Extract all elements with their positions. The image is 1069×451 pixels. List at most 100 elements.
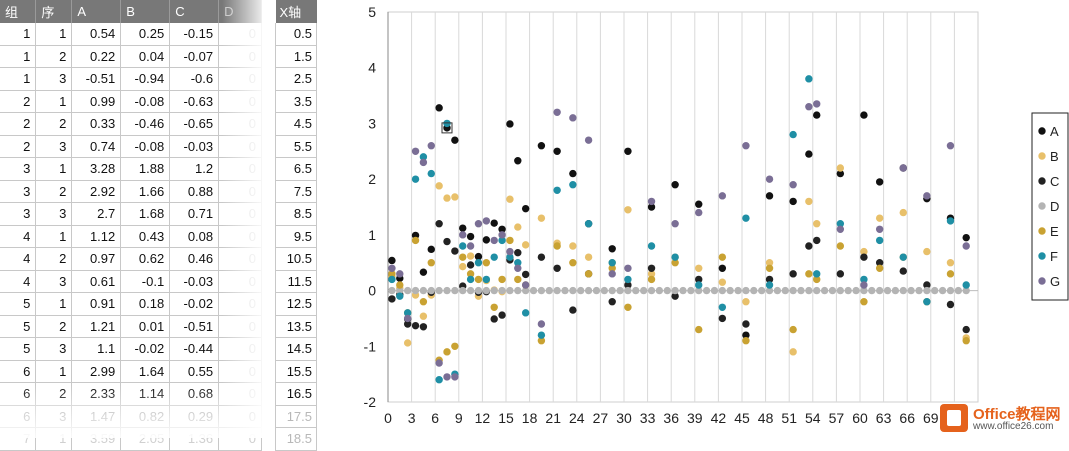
table-cell[interactable]: 2.92: [71, 180, 122, 203]
x-axis-cell[interactable]: 3.5: [275, 90, 317, 113]
table-cell[interactable]: 0.08: [169, 225, 220, 248]
table-cell[interactable]: -0.65: [169, 112, 220, 136]
column-header[interactable]: 序: [35, 0, 73, 23]
x-axis-header[interactable]: X轴: [275, 0, 317, 23]
table-cell[interactable]: 2.99: [71, 360, 122, 383]
x-axis-cell[interactable]: 2.5: [275, 67, 317, 91]
table-cell[interactable]: 0.22: [71, 45, 122, 68]
table-cell[interactable]: 2: [35, 45, 73, 68]
table-cell[interactable]: 1.12: [71, 225, 122, 248]
x-axis-cell[interactable]: 10.5: [275, 247, 317, 271]
table-cell[interactable]: -0.03: [169, 135, 220, 158]
table-cell[interactable]: 0.54: [71, 22, 122, 46]
table-cell[interactable]: 1: [0, 67, 37, 91]
table-cell[interactable]: 3: [35, 67, 73, 91]
table-cell[interactable]: -0.02: [120, 337, 171, 361]
table-cell[interactable]: 0.99: [71, 90, 122, 113]
table-cell[interactable]: 2: [0, 112, 37, 136]
x-axis-cell[interactable]: 4.5: [275, 112, 317, 136]
table-cell[interactable]: 2: [35, 112, 73, 136]
x-axis-cell[interactable]: 17.5: [275, 405, 317, 428]
table-cell[interactable]: 2.7: [71, 202, 122, 226]
table-cell[interactable]: 0.46: [169, 247, 220, 271]
table-cell[interactable]: 3: [0, 202, 37, 226]
table-cell[interactable]: 3: [35, 202, 73, 226]
x-axis-cell[interactable]: 1.5: [275, 45, 317, 68]
table-cell[interactable]: 0.88: [169, 180, 220, 203]
table-cell[interactable]: 3: [35, 270, 73, 293]
x-axis-cell[interactable]: 8.5: [275, 202, 317, 226]
table-cell[interactable]: 0.62: [120, 247, 171, 271]
table-cell[interactable]: -0.08: [120, 90, 171, 113]
table-cell[interactable]: 1.68: [120, 202, 171, 226]
table-cell[interactable]: -0.51: [71, 67, 122, 91]
table-cell[interactable]: 1: [0, 22, 37, 46]
column-header[interactable]: B: [120, 0, 171, 23]
table-cell[interactable]: 0.18: [120, 292, 171, 316]
x-axis-cell[interactable]: 14.5: [275, 337, 317, 361]
table-cell[interactable]: -0.63: [169, 90, 220, 113]
x-axis-cell[interactable]: 0.5: [275, 22, 317, 46]
table-cell[interactable]: 0.25: [120, 22, 171, 46]
table-cell[interactable]: 1: [35, 22, 73, 46]
table-cell[interactable]: 1.2: [169, 157, 220, 181]
table-cell[interactable]: 1.1: [71, 337, 122, 361]
table-cell[interactable]: 0.55: [169, 360, 220, 383]
table-cell[interactable]: 1: [35, 90, 73, 113]
table-cell[interactable]: 2: [35, 180, 73, 203]
table-cell[interactable]: 1: [35, 292, 73, 316]
table-cell[interactable]: 1: [35, 225, 73, 248]
table-cell[interactable]: 1.66: [120, 180, 171, 203]
x-axis-cell[interactable]: 6.5: [275, 157, 317, 181]
table-cell[interactable]: 6: [0, 360, 37, 383]
table-cell[interactable]: -0.51: [169, 315, 220, 338]
x-axis-cell[interactable]: 7.5: [275, 180, 317, 203]
table-cell[interactable]: 0.61: [71, 270, 122, 293]
table-cell[interactable]: 1.21: [71, 315, 122, 338]
column-header[interactable]: A: [71, 0, 122, 23]
table-cell[interactable]: 5: [0, 337, 37, 361]
table-cell[interactable]: -0.15: [169, 22, 220, 46]
table-cell[interactable]: 5: [0, 315, 37, 338]
x-axis-cell[interactable]: 11.5: [275, 270, 317, 293]
table-cell[interactable]: 5: [0, 292, 37, 316]
table-cell[interactable]: -0.07: [169, 45, 220, 68]
table-cell[interactable]: 0.33: [71, 112, 122, 136]
table-cell[interactable]: 2: [35, 315, 73, 338]
table-cell[interactable]: 4: [0, 270, 37, 293]
table-cell[interactable]: -0.1: [120, 270, 171, 293]
table-cell[interactable]: 2: [35, 247, 73, 271]
column-header[interactable]: 组: [0, 0, 37, 23]
table-cell[interactable]: 0.04: [120, 45, 171, 68]
x-axis-cell[interactable]: 12.5: [275, 292, 317, 316]
table-cell[interactable]: -0.02: [169, 292, 220, 316]
table-cell[interactable]: 3: [35, 337, 73, 361]
table-cell[interactable]: 3: [0, 157, 37, 181]
table-cell[interactable]: 2: [0, 135, 37, 158]
table-cell[interactable]: 1: [35, 157, 73, 181]
table-cell[interactable]: -0.6: [169, 67, 220, 91]
x-axis-cell[interactable]: 13.5: [275, 315, 317, 338]
table-cell[interactable]: 3.28: [71, 157, 122, 181]
table-cell[interactable]: 4: [0, 247, 37, 271]
table-cell[interactable]: 0.01: [120, 315, 171, 338]
table-cell[interactable]: 0.43: [120, 225, 171, 248]
table-cell[interactable]: -0.03: [169, 270, 220, 293]
table-cell[interactable]: 0.74: [71, 135, 122, 158]
table-cell[interactable]: 4: [0, 225, 37, 248]
x-axis-cell[interactable]: 15.5: [275, 360, 317, 383]
table-cell[interactable]: 0.71: [169, 202, 220, 226]
x-axis-cell[interactable]: 5.5: [275, 135, 317, 158]
table-cell[interactable]: -0.08: [120, 135, 171, 158]
table-cell[interactable]: 1.88: [120, 157, 171, 181]
table-cell[interactable]: -0.44: [169, 337, 220, 361]
table-cell[interactable]: 1: [0, 45, 37, 68]
column-header[interactable]: C: [169, 0, 220, 23]
table-cell[interactable]: -0.46: [120, 112, 171, 136]
table-cell[interactable]: 3: [0, 180, 37, 203]
table-cell[interactable]: 1.64: [120, 360, 171, 383]
table-cell[interactable]: 0.97: [71, 247, 122, 271]
table-cell[interactable]: 0.91: [71, 292, 122, 316]
table-cell[interactable]: 1: [35, 360, 73, 383]
x-axis-cell[interactable]: 16.5: [275, 382, 317, 406]
